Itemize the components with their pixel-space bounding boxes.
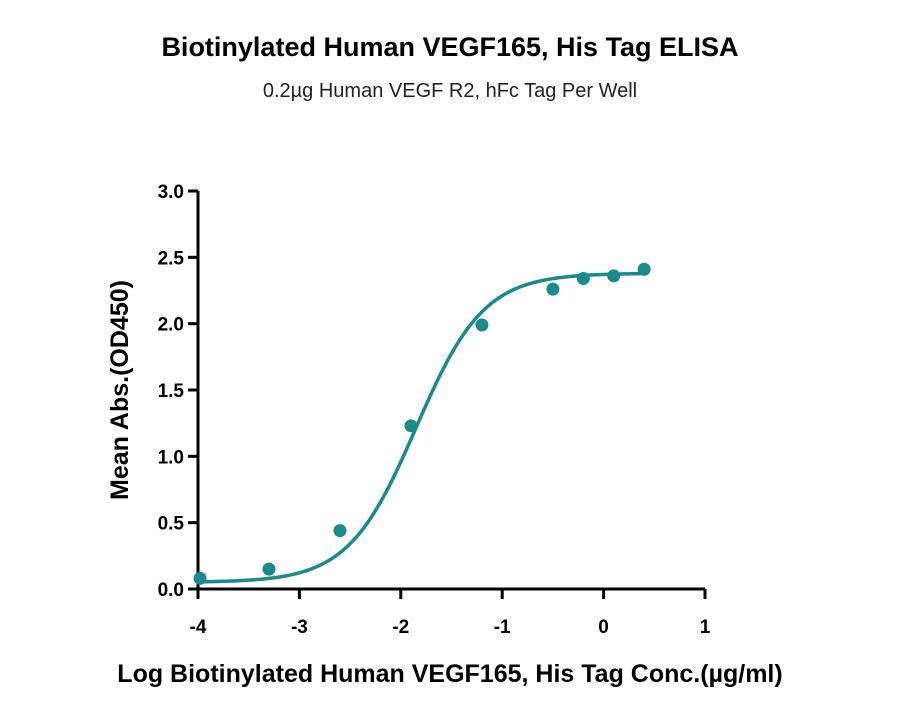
fit-curve (200, 271, 645, 584)
x-tick-label: -4 (190, 617, 207, 638)
x-tick-label: -3 (291, 617, 308, 638)
y-axis-title: Mean Abs.(OD450) (106, 280, 134, 500)
y-tick-label: 1.5 (158, 381, 185, 402)
chart-title: Biotinylated Human VEGF165, His Tag ELIS… (161, 32, 739, 62)
data-point (607, 269, 621, 283)
y-tick-label: 1.0 (158, 447, 184, 468)
fit-curve-layer (200, 271, 645, 584)
y-tick-label: 0.5 (158, 514, 185, 535)
data-point (404, 419, 418, 433)
x-tick-label: -1 (494, 617, 511, 638)
y-tick-label: 2.0 (158, 315, 184, 336)
y-tick-label: 0.0 (158, 580, 184, 601)
x-tick-label: -2 (392, 617, 409, 638)
data-point (546, 282, 560, 296)
data-point (193, 571, 207, 585)
data-point (576, 272, 590, 286)
y-tick-label: 2.5 (158, 248, 185, 269)
data-point (475, 318, 489, 332)
data-point (637, 262, 651, 276)
x-tick-label: 0 (598, 617, 609, 638)
y-tick-label: 3.0 (158, 182, 184, 203)
x-axis-title: Log Biotinylated Human VEGF165, His Tag … (117, 660, 782, 688)
axes: 0.0 0.5 1.0 1.5 2.0 2.5 3.0 -4 -3 -2 -1 0 1 (158, 182, 711, 638)
chart-subtitle: 0.2µg Human VEGF R2, hFc Tag Per Well (262, 80, 638, 102)
data-points (193, 262, 651, 585)
data-point (262, 562, 276, 576)
x-tick-label: 1 (700, 617, 711, 638)
data-point (333, 524, 347, 538)
